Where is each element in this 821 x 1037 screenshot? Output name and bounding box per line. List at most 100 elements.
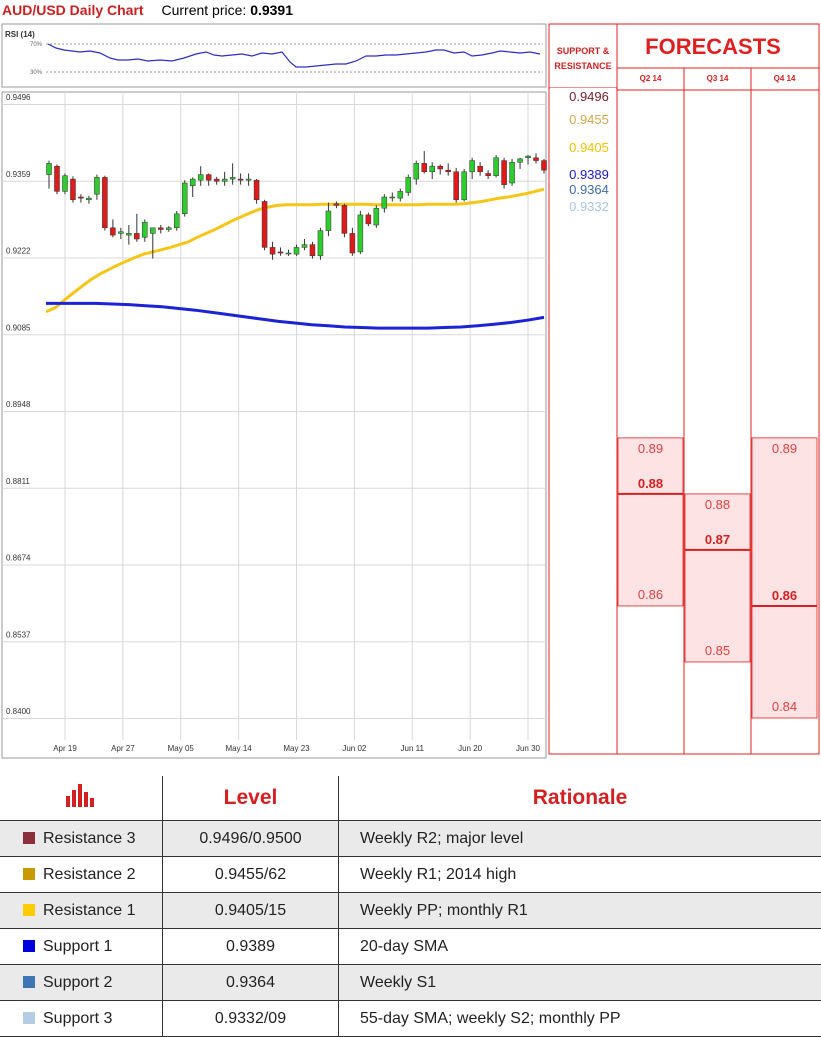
y-tick-label: 0.8811 xyxy=(6,477,30,486)
candle-body xyxy=(438,166,443,169)
y-tick-label: 0.9359 xyxy=(6,170,31,179)
x-tick-label: Jun 02 xyxy=(342,744,367,753)
candle-body xyxy=(462,172,467,200)
forecast-range xyxy=(618,438,683,606)
price-chart: RSI (14) 70% 30% 0.94960.93590.92220.908… xyxy=(0,0,821,760)
candle-body xyxy=(214,179,219,181)
forecast-low-label: 0.86 xyxy=(638,587,663,602)
candle-body xyxy=(134,233,139,239)
table-row: Support 1 0.9389 20-day SMA xyxy=(0,929,821,965)
forecast-low-label: 0.85 xyxy=(705,643,730,658)
candle-body xyxy=(318,231,323,256)
x-tick-label: Apr 19 xyxy=(53,744,77,753)
y-tick-label: 0.8948 xyxy=(6,400,31,409)
candle-body xyxy=(382,197,387,208)
x-tick-label: Jun 11 xyxy=(401,744,425,753)
candle-body xyxy=(406,177,411,192)
level-name: Support 3 xyxy=(43,1010,112,1027)
table-row: Resistance 2 0.9455/62 Weekly R1; 2014 h… xyxy=(0,857,821,893)
candle-body xyxy=(102,177,107,227)
sr-label: 0.9364 xyxy=(569,182,609,197)
candle-body xyxy=(478,166,483,172)
level-rationale: Weekly R1; 2014 high xyxy=(339,857,821,893)
candle-body xyxy=(86,198,91,200)
candle-body xyxy=(374,208,379,225)
candle-body xyxy=(262,201,267,247)
candle-body xyxy=(446,170,451,172)
forecast-median-label: 0.87 xyxy=(705,532,730,547)
candle-body xyxy=(70,179,75,200)
candle-body xyxy=(62,176,67,192)
forecast-median-label: 0.86 xyxy=(772,588,797,603)
candle-body xyxy=(118,232,123,234)
level-name: Resistance 2 xyxy=(43,866,136,883)
sr-label: 0.9496 xyxy=(569,89,609,104)
candle-body xyxy=(158,228,163,230)
candle-body xyxy=(454,172,459,200)
candle-body xyxy=(398,191,403,198)
level-rationale: 55-day SMA; weekly S2; monthly PP xyxy=(339,1001,821,1037)
candle-body xyxy=(238,179,243,180)
candle-body xyxy=(278,252,283,253)
candle-body xyxy=(230,177,235,179)
color-swatch xyxy=(23,868,35,880)
candle-body xyxy=(142,222,147,237)
candle-body xyxy=(542,161,547,171)
level-value: 0.9364 xyxy=(163,965,339,1001)
candle-body xyxy=(110,228,115,235)
level-value: 0.9332/09 xyxy=(163,1001,339,1037)
candle-body xyxy=(174,214,179,228)
rationale-header: Rationale xyxy=(339,776,821,821)
table-row: Support 3 0.9332/09 55-day SMA; weekly S… xyxy=(0,1001,821,1037)
table-row: Resistance 3 0.9496/0.9500 Weekly R2; ma… xyxy=(0,821,821,857)
candle-body xyxy=(126,233,131,235)
candle-body xyxy=(270,247,275,254)
color-swatch xyxy=(23,1012,35,1024)
candle-body xyxy=(390,197,395,198)
candle-body xyxy=(254,180,259,200)
level-name: Resistance 3 xyxy=(43,830,136,847)
sr-header-line2: RESISTANCE xyxy=(554,61,611,71)
level-rationale: 20-day SMA xyxy=(339,929,821,965)
level-rationale: Weekly R2; major level xyxy=(339,821,821,857)
candle-body xyxy=(182,183,187,214)
level-name: Support 2 xyxy=(43,974,112,991)
table-icon-cell xyxy=(0,776,163,821)
sr-label: 0.9405 xyxy=(569,140,609,155)
table-row: Support 2 0.9364 Weekly S1 xyxy=(0,965,821,1001)
sr-label: 0.9455 xyxy=(569,112,609,127)
candle-body xyxy=(518,159,523,162)
rsi-level-low: 30% xyxy=(30,70,43,76)
x-tick-label: Apr 27 xyxy=(111,744,135,753)
forecast-col-label: Q2 14 xyxy=(640,74,662,83)
candle-body xyxy=(486,173,491,175)
candle-body xyxy=(54,166,59,191)
candle-body xyxy=(334,204,339,206)
rsi-panel: RSI (14) 70% 30% xyxy=(2,24,546,87)
candle-body xyxy=(94,177,99,194)
rsi-level-high: 70% xyxy=(30,42,43,48)
level-value: 0.9496/0.9500 xyxy=(163,821,339,857)
level-rationale: Weekly PP; monthly R1 xyxy=(339,893,821,929)
forecast-low-label: 0.84 xyxy=(772,699,797,714)
candle-body xyxy=(190,179,195,186)
sr-column: SUPPORT & RESISTANCE 0.94960.94550.94050… xyxy=(549,24,617,754)
color-swatch xyxy=(23,904,35,916)
candle-body xyxy=(47,163,52,174)
candle-body xyxy=(246,179,251,180)
bar-chart-icon xyxy=(64,783,98,807)
candle-body xyxy=(494,158,499,176)
levels-table-header: Level Rationale xyxy=(0,776,821,821)
candle-body xyxy=(534,158,539,161)
levels-table: Level Rationale Resistance 3 0.9496/0.95… xyxy=(0,776,821,1037)
color-swatch xyxy=(23,976,35,988)
y-tick-label: 0.8674 xyxy=(6,554,31,563)
forecast-range xyxy=(685,494,750,662)
level-header: Level xyxy=(163,776,339,821)
candle-body xyxy=(294,247,299,254)
candle-body xyxy=(198,175,203,181)
forecast-col-label: Q4 14 xyxy=(774,74,796,83)
y-tick-label: 0.9085 xyxy=(6,323,31,332)
